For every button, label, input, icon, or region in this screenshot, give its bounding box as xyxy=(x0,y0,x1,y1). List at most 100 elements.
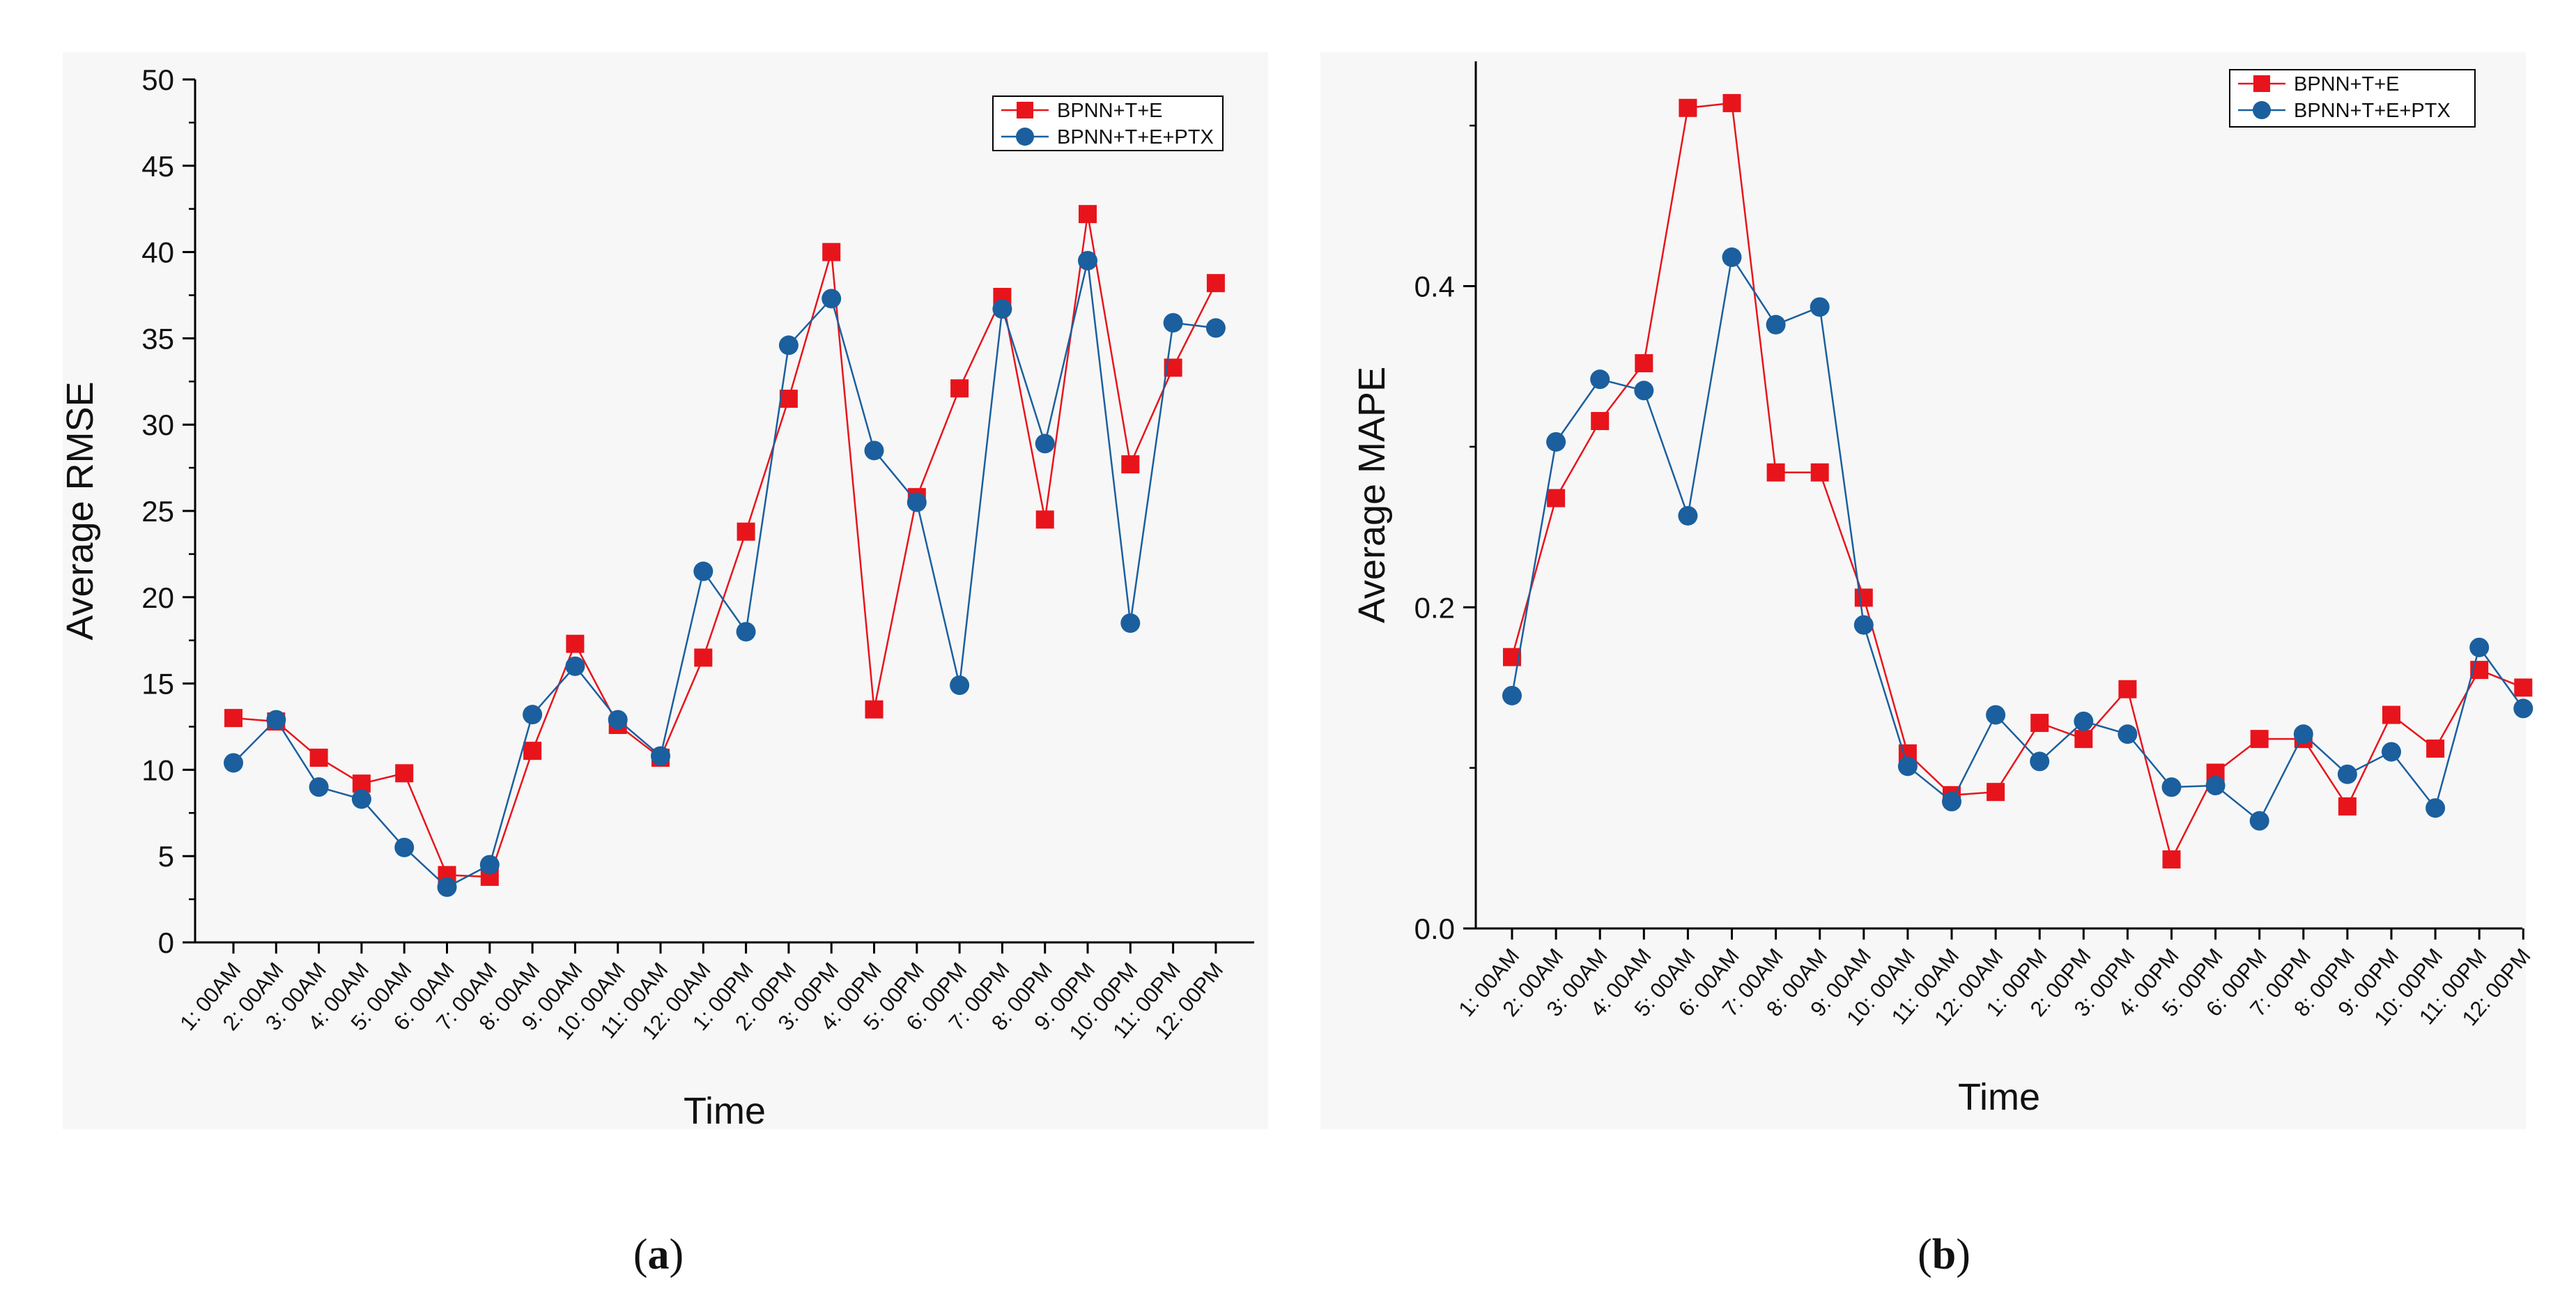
data-point-bpnn-t-e-ptx xyxy=(950,675,970,696)
data-point-bpnn-t-e xyxy=(1854,588,1873,607)
legend-marker-circle xyxy=(1016,128,1034,146)
data-point-bpnn-t-e-ptx xyxy=(2118,724,2138,744)
data-point-bpnn-t-e xyxy=(1635,354,1653,373)
data-point-bpnn-t-e-ptx xyxy=(309,777,329,797)
data-point-bpnn-t-e-ptx xyxy=(1810,297,1830,317)
data-point-bpnn-t-e-ptx xyxy=(1853,615,1874,635)
data-point-bpnn-t-e-ptx xyxy=(1678,505,1698,526)
data-point-bpnn-t-e xyxy=(1810,463,1829,482)
data-point-bpnn-t-e-ptx xyxy=(907,492,927,512)
data-point-bpnn-t-e-ptx xyxy=(1078,250,1097,270)
legend-marker-circle xyxy=(2253,101,2271,119)
y-tick-label: 50 xyxy=(141,63,174,96)
data-point-bpnn-t-e xyxy=(1079,205,1097,224)
data-point-bpnn-t-e-ptx xyxy=(351,789,371,809)
data-point-bpnn-t-e xyxy=(694,648,713,667)
y-tick-label: 45 xyxy=(141,150,174,183)
x-axis-label: Time xyxy=(1958,1076,2040,1118)
data-point-bpnn-t-e-ptx xyxy=(2293,724,2313,744)
y-axis-label: Average RMSE xyxy=(59,381,101,640)
series-line-bpnn-t-e-ptx xyxy=(233,260,1217,889)
data-point-bpnn-t-e-ptx xyxy=(1986,705,2006,725)
data-point-bpnn-t-e xyxy=(2162,850,2181,869)
data-point-bpnn-t-e xyxy=(822,243,841,261)
data-point-bpnn-t-e xyxy=(523,742,542,760)
y-tick-label: 40 xyxy=(141,236,174,269)
data-point-bpnn-t-e-ptx xyxy=(2513,698,2533,719)
y-axis-label: Average MAPE xyxy=(1351,367,1393,623)
y-tick-label: 5 xyxy=(158,840,174,873)
data-point-bpnn-t-e-ptx xyxy=(608,710,628,730)
panel-b-background xyxy=(1320,52,2526,1129)
data-point-bpnn-t-e-ptx xyxy=(2337,764,2357,784)
data-point-bpnn-t-e xyxy=(566,634,585,653)
data-point-bpnn-t-e-ptx xyxy=(2425,798,2446,818)
data-point-bpnn-t-e xyxy=(865,700,884,719)
data-point-bpnn-t-e xyxy=(1591,412,1610,431)
data-point-bpnn-t-e-ptx xyxy=(1546,431,1566,452)
y-tick-label: 35 xyxy=(141,322,174,355)
y-tick-label: 15 xyxy=(141,668,174,701)
data-point-bpnn-t-e-ptx xyxy=(1035,434,1055,454)
data-point-bpnn-t-e xyxy=(1679,98,1697,117)
data-point-bpnn-t-e-ptx xyxy=(479,855,500,875)
data-point-bpnn-t-e xyxy=(1766,463,1785,482)
data-point-bpnn-t-e-ptx xyxy=(992,299,1012,319)
data-point-bpnn-t-e xyxy=(309,749,328,767)
data-point-bpnn-t-e xyxy=(1206,274,1225,293)
data-point-bpnn-t-e-ptx xyxy=(822,289,842,309)
y-tick-label: 0 xyxy=(158,926,174,959)
data-point-bpnn-t-e-ptx xyxy=(2030,751,2050,772)
data-point-bpnn-t-e xyxy=(2514,678,2533,697)
data-point-bpnn-t-e xyxy=(2338,797,2357,816)
data-point-bpnn-t-e-ptx xyxy=(1502,685,1522,705)
data-point-bpnn-t-e-ptx xyxy=(1634,381,1654,401)
caption-b: (b) xyxy=(1918,1231,1970,1278)
data-point-bpnn-t-e xyxy=(736,522,755,541)
data-point-bpnn-t-e-ptx xyxy=(1120,613,1141,633)
data-point-bpnn-t-e-ptx xyxy=(266,710,286,730)
data-point-bpnn-t-e-ptx xyxy=(778,335,799,355)
data-point-bpnn-t-e-ptx xyxy=(1766,314,1786,335)
data-point-bpnn-t-e-ptx xyxy=(1897,756,1918,776)
data-point-bpnn-t-e-ptx xyxy=(1163,313,1183,333)
data-point-bpnn-t-e xyxy=(1547,489,1566,507)
data-point-bpnn-t-e-ptx xyxy=(523,705,543,725)
legend-label: BPNN+T+E xyxy=(1057,100,1163,122)
data-point-bpnn-t-e xyxy=(2030,714,2049,733)
data-point-bpnn-t-e-ptx xyxy=(651,746,670,766)
data-point-bpnn-t-e-ptx xyxy=(2469,637,2490,657)
data-point-bpnn-t-e-ptx xyxy=(1590,369,1610,390)
data-point-bpnn-t-e xyxy=(1987,783,2005,802)
data-point-bpnn-t-e-ptx xyxy=(2382,742,2401,762)
data-point-bpnn-t-e-ptx xyxy=(437,877,457,897)
x-axis-label: Time xyxy=(684,1090,766,1132)
legend-label: BPNN+T+E xyxy=(2294,73,2400,95)
y-tick-label: 0.2 xyxy=(1414,591,1455,624)
y-tick-label: 0.4 xyxy=(1414,270,1455,303)
y-tick-label: 30 xyxy=(141,408,174,441)
data-point-bpnn-t-e xyxy=(1121,455,1140,474)
data-point-bpnn-t-e xyxy=(1722,93,1741,112)
y-tick-label: 20 xyxy=(141,581,174,614)
data-point-bpnn-t-e-ptx xyxy=(1205,318,1226,338)
legend-label: BPNN+T+E+PTX xyxy=(1057,126,1214,148)
data-point-bpnn-t-e xyxy=(2074,730,2093,749)
data-point-bpnn-t-e-ptx xyxy=(1942,792,1961,812)
legend-marker-square xyxy=(1017,102,1033,118)
caption-a: (a) xyxy=(633,1231,684,1278)
data-point-bpnn-t-e xyxy=(2250,730,2269,749)
data-point-bpnn-t-e xyxy=(2426,739,2445,758)
data-point-bpnn-t-e xyxy=(779,390,798,408)
data-point-bpnn-t-e-ptx xyxy=(224,753,243,773)
legend-box xyxy=(2229,69,2476,128)
data-point-bpnn-t-e xyxy=(2382,705,2400,724)
series-line-bpnn-t-e xyxy=(1511,102,2524,862)
y-tick-label: 10 xyxy=(141,753,174,786)
legend-marker-square xyxy=(2253,75,2270,92)
panel-a-background xyxy=(63,52,1268,1129)
data-point-bpnn-t-e-ptx xyxy=(693,561,714,581)
data-point-bpnn-t-e-ptx xyxy=(736,622,756,642)
data-point-bpnn-t-e-ptx xyxy=(1722,247,1742,268)
